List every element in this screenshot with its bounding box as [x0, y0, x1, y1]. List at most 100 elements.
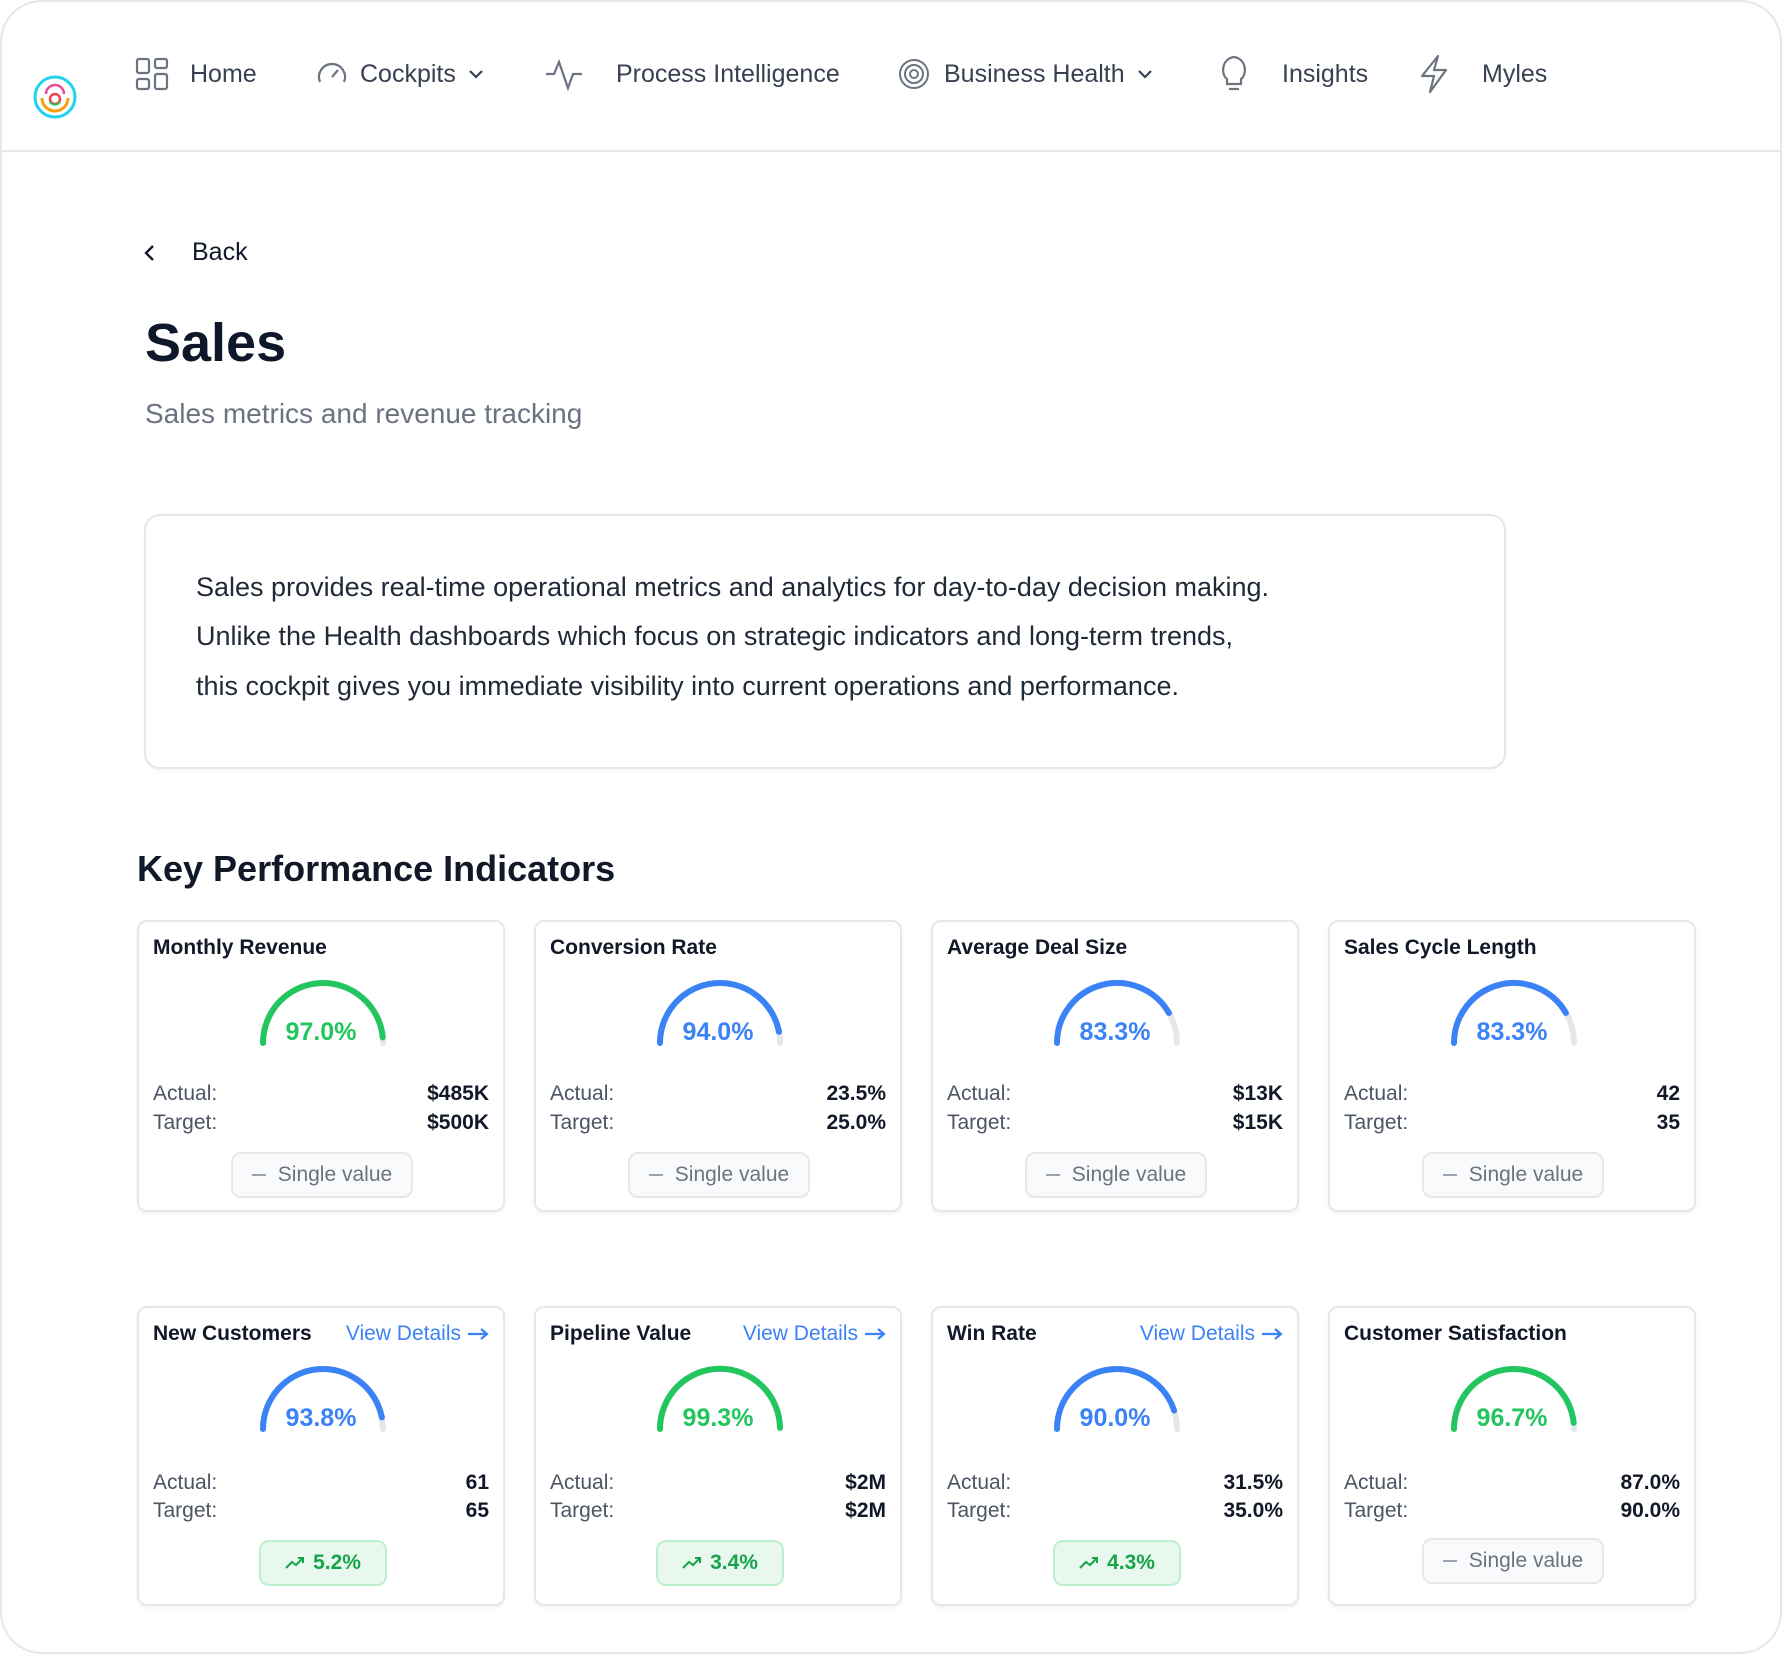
gauge-percent: 97.0% [285, 1018, 357, 1046]
target-value: $500K [427, 1111, 489, 1134]
trend-badge: 4.3% [1053, 1540, 1181, 1586]
single-value-label: Single value [1468, 1163, 1584, 1186]
target-label: Target: [550, 1499, 615, 1522]
top-nav: Home Cockpits Process Intelligence [2, 2, 1780, 152]
view-details-link[interactable]: View Details [346, 1322, 489, 1346]
gauge-chart [1451, 1365, 1577, 1432]
kpi-title: Customer Satisfaction [1344, 1322, 1567, 1345]
kpi-card-monthly-revenue: Monthly Revenue 97.0% Actual: $485K Target: $… [137, 920, 505, 1212]
trend-value: 4.3% [1107, 1551, 1155, 1574]
gauge-percent: 94.0% [682, 1018, 754, 1046]
actual-value: 87.0% [1620, 1471, 1680, 1494]
kpi-title: Conversion Rate [550, 936, 717, 959]
view-details-link[interactable]: View Details [1140, 1322, 1283, 1346]
actual-label: Actual: [947, 1082, 1012, 1105]
nav-cockpits-label: Cockpits [360, 59, 456, 88]
single-value-badge: Single value [1422, 1152, 1604, 1198]
gauge-chart [1451, 979, 1577, 1046]
actual-label: Actual: [1344, 1471, 1409, 1494]
nav-insights[interactable]: Insights [1214, 50, 1368, 98]
kpi-card-customer-satisfaction: Customer Satisfaction 96.7% Actual: 87.0% Ta… [1328, 1306, 1696, 1606]
view-details-label: View Details [742, 1322, 858, 1345]
gauge-chart [657, 979, 783, 1046]
description-line-3: this cockpit gives you immediate visibil… [196, 671, 1179, 701]
nav-insights-label: Insights [1282, 59, 1369, 88]
actual-label: Actual: [550, 1082, 615, 1105]
page-subtitle: Sales metrics and revenue tracking [145, 398, 583, 429]
actual-value: $13K [1232, 1082, 1283, 1105]
activity-icon [544, 54, 584, 94]
single-value-badge: Single value [1422, 1538, 1604, 1584]
arrow-right-icon [864, 1327, 886, 1341]
dash-icon [648, 1174, 663, 1176]
kpi-card-pipeline-value: Pipeline Value View Details 99.3% Actual: $2… [534, 1306, 902, 1606]
target-value: 65 [465, 1499, 489, 1522]
chevron-down-icon [1135, 64, 1155, 84]
target-value: $2M [845, 1499, 886, 1522]
target-label: Target: [947, 1111, 1012, 1134]
dash-icon [251, 1174, 266, 1176]
nav-home-label: Home [190, 59, 257, 88]
description-line-1: Sales provides real-time operational met… [196, 572, 1269, 602]
kpi-title: Monthly Revenue [153, 936, 327, 959]
nav-home[interactable]: Home [132, 50, 257, 98]
target-label: Target: [550, 1111, 615, 1134]
trending-up-icon [1079, 1556, 1099, 1570]
actual-label: Actual: [153, 1471, 218, 1494]
view-details-link[interactable]: View Details [743, 1322, 886, 1346]
actual-value: 61 [465, 1471, 489, 1494]
dash-icon [1045, 1174, 1060, 1176]
single-value-label: Single value [674, 1163, 790, 1186]
target-value: 35.0% [1223, 1499, 1283, 1522]
gauge-fill [657, 979, 782, 1046]
trend-value: 5.2% [313, 1551, 361, 1574]
view-details-label: View Details [1139, 1322, 1255, 1345]
gauge-percent: 83.3% [1079, 1018, 1151, 1046]
gauge-percent: 99.3% [682, 1404, 754, 1432]
target-label: Target: [153, 1111, 218, 1134]
gauge-fill [1054, 1366, 1178, 1432]
single-value-label: Single value [1071, 1163, 1187, 1186]
grid-icon [132, 54, 172, 94]
actual-value: $2M [845, 1471, 886, 1494]
gauge-chart [1054, 979, 1180, 1046]
app-logo-icon[interactable] [32, 74, 78, 120]
gauge-percent: 96.7% [1476, 1404, 1548, 1432]
trend-badge: 5.2% [259, 1540, 387, 1586]
nav-myles[interactable]: Myles [1414, 50, 1547, 98]
view-details-label: View Details [345, 1322, 461, 1345]
back-label: Back [192, 238, 248, 266]
kpi-section-heading: Key Performance Indicators [137, 848, 616, 889]
description-line-2: Unlike the Health dashboards which focus… [196, 621, 1234, 651]
target-label: Target: [947, 1499, 1012, 1522]
nav-business-health[interactable]: Business Health [894, 50, 1155, 98]
single-value-badge: Single value [628, 1152, 810, 1198]
nav-process-intelligence[interactable]: Process Intelligence [544, 50, 840, 98]
actual-value: 31.5% [1223, 1471, 1283, 1494]
target-label: Target: [153, 1499, 218, 1522]
kpi-title: Average Deal Size [947, 936, 1128, 959]
actual-label: Actual: [1344, 1082, 1409, 1105]
target-icon [894, 54, 934, 94]
gauge-percent: 93.8% [285, 1404, 357, 1432]
gauge-percent: 83.3% [1476, 1018, 1548, 1046]
nav-cockpits[interactable]: Cockpits [312, 50, 486, 98]
actual-label: Actual: [947, 1471, 1012, 1494]
lightning-icon [1414, 54, 1454, 94]
kpi-card-conversion-rate: Conversion Rate 94.0% Actual: 23.5% Target: 2… [534, 920, 902, 1212]
back-link[interactable]: Back [142, 238, 248, 267]
gauge-fill [1054, 980, 1172, 1046]
single-value-label: Single value [277, 1163, 393, 1186]
nav-business-health-label: Business Health [944, 59, 1125, 88]
kpi-title: New Customers [153, 1322, 312, 1345]
kpi-card-average-deal-size: Average Deal Size 83.3% Actual: $13K Target:… [931, 920, 1299, 1212]
gauge-percent: 90.0% [1079, 1404, 1151, 1432]
kpi-title: Win Rate [947, 1322, 1037, 1345]
lightbulb-icon [1214, 54, 1254, 94]
actual-label: Actual: [153, 1082, 218, 1105]
kpi-card-new-customers: New Customers View Details 93.8% Actual: 61 T… [137, 1306, 505, 1606]
target-value: 25.0% [826, 1111, 886, 1134]
gauge-fill [1451, 1365, 1577, 1432]
description-card: Sales provides real-time operational met… [144, 514, 1506, 769]
